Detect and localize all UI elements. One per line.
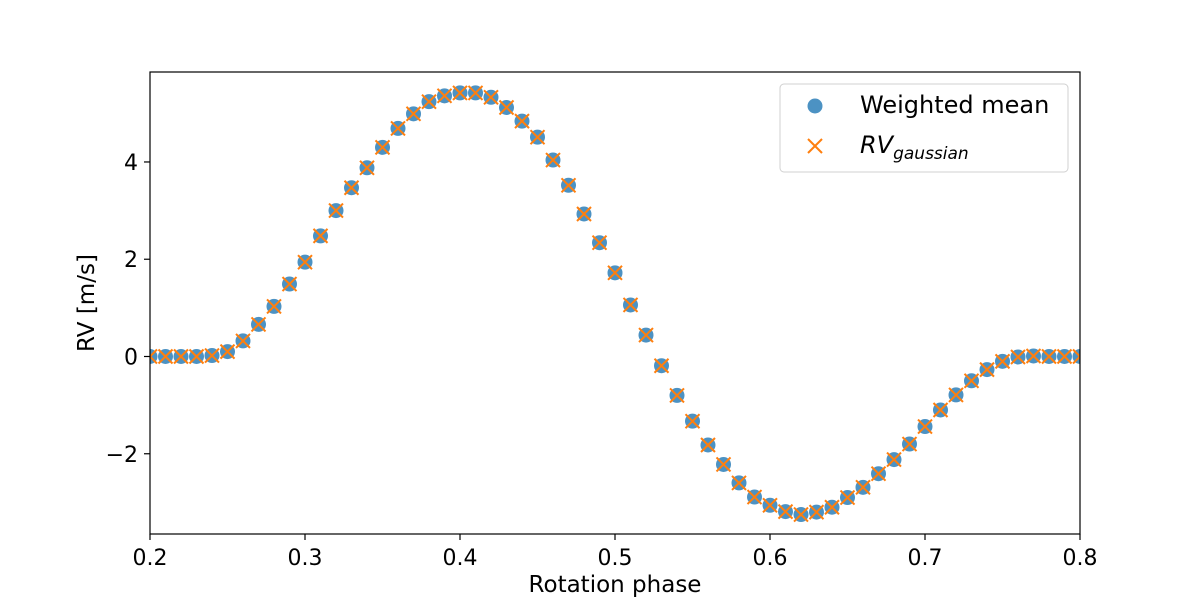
rv-gaussian-point	[1041, 348, 1057, 365]
rv-gaussian-point	[545, 152, 561, 168]
rv-gaussian-point	[777, 503, 794, 520]
rv-gaussian-point	[188, 348, 205, 365]
rv-gaussian-point	[483, 89, 499, 105]
rv-gaussian-point	[607, 265, 623, 281]
rv-gaussian-point	[886, 451, 902, 468]
rv-gaussian-point	[219, 343, 236, 360]
x-tick-label: 0.6	[753, 546, 788, 571]
rv-gaussian-point	[150, 348, 158, 365]
rv-gaussian-point	[638, 327, 654, 343]
rv-gaussian-point	[793, 506, 809, 523]
rv-gaussian-point	[359, 160, 375, 176]
rv-gaussian-point	[452, 85, 468, 101]
y-tick-label: −2	[106, 443, 138, 468]
rv-gaussian-point	[901, 436, 918, 452]
legend: Weighted mean RVgaussian	[779, 83, 1069, 173]
rv-gaussian-point	[235, 333, 251, 349]
rv-gaussian-point	[963, 373, 980, 389]
rv-gaussian-point	[591, 234, 608, 251]
rv-gaussian-point	[731, 475, 747, 491]
rv-gaussian-point	[266, 298, 282, 315]
legend-label-weighted-mean: Weighted mean	[860, 91, 1049, 119]
x-axis-label: Rotation phase	[529, 572, 702, 598]
x-axis-ticks: 0.2 0.3 0.4 0.5 0.6 0.7 0.8	[133, 534, 1098, 571]
x-tick-label: 0.3	[288, 546, 323, 571]
rv-gaussian-point	[979, 361, 995, 378]
rv-gaussian-point	[1025, 348, 1042, 364]
rv-gaussian-point	[204, 347, 220, 364]
rv-gaussian-point	[281, 276, 298, 292]
x-tick-label: 0.7	[908, 546, 943, 571]
weighted-mean-point	[150, 348, 158, 364]
rv-gaussian-point	[421, 93, 437, 110]
weighted-mean-point	[1072, 348, 1080, 364]
rv-gaussian-point	[297, 254, 313, 270]
rv-gaussian-point	[576, 206, 592, 222]
rv-gaussian-point	[514, 113, 530, 129]
rv-gaussian-point	[250, 316, 267, 333]
legend-box	[779, 83, 1069, 173]
legend-marker-rv-gaussian	[807, 138, 823, 154]
rv-gaussian-point	[1072, 348, 1080, 365]
rv-gaussian-point	[746, 489, 763, 505]
y-axis-ticks: −2 0 2 4	[106, 151, 150, 468]
y-axis-label: RV [m/s]	[74, 254, 100, 352]
rv-gaussian-point	[855, 479, 871, 496]
rv-gaussian-point	[824, 499, 840, 515]
rv-gaussian-point	[312, 228, 329, 244]
rv-gaussian-point	[328, 202, 344, 219]
y-tick-label: 2	[124, 248, 138, 273]
rv-gaussian-point	[390, 120, 406, 137]
rv-gaussian-point	[762, 497, 778, 514]
rv-gaussian-point	[653, 358, 670, 374]
x-tick-label: 0.8	[1063, 546, 1098, 571]
x-tick-label: 0.5	[598, 546, 633, 571]
rv-gaussian-point	[1010, 349, 1026, 365]
rv-gaussian-point	[467, 85, 484, 101]
rv-gaussian-point	[173, 348, 189, 365]
rv-gaussian-point	[839, 489, 856, 506]
rv-gaussian-point	[529, 129, 546, 145]
rv-gaussian-point	[948, 387, 964, 403]
legend-label-rv-gaussian: RVgaussian	[860, 131, 969, 164]
rv-gaussian-point	[932, 402, 949, 418]
legend-marker-weighted-mean	[807, 98, 823, 114]
rv-gaussian-point	[343, 180, 360, 196]
rv-gaussian-point	[700, 437, 716, 453]
rv-gaussian-point	[622, 297, 639, 313]
rv-gaussian-point	[157, 348, 174, 365]
data-marks	[150, 85, 1080, 523]
rv-gaussian-point	[436, 88, 453, 104]
rv-gaussian-point	[684, 413, 701, 429]
rv-gaussian-point	[715, 456, 732, 473]
rv-gaussian-point	[498, 99, 515, 116]
legend-label-rv-sub: gaussian	[893, 144, 969, 164]
rv-gaussian-point	[808, 504, 825, 520]
x-tick-label: 0.4	[443, 546, 478, 571]
rv-gaussian-point	[994, 353, 1011, 370]
rv-gaussian-point	[405, 106, 422, 122]
rv-gaussian-point	[669, 387, 685, 404]
rv-gaussian-point	[870, 465, 887, 482]
legend-label-rv-main: RV	[860, 131, 895, 159]
rv-gaussian-point	[374, 139, 391, 156]
y-tick-label: 0	[124, 345, 138, 370]
rv-gaussian-point	[1056, 348, 1073, 365]
y-tick-label: 4	[124, 151, 138, 176]
x-tick-label: 0.2	[133, 546, 168, 571]
rv-gaussian-point	[917, 418, 933, 435]
rv-gaussian-point	[560, 177, 577, 194]
